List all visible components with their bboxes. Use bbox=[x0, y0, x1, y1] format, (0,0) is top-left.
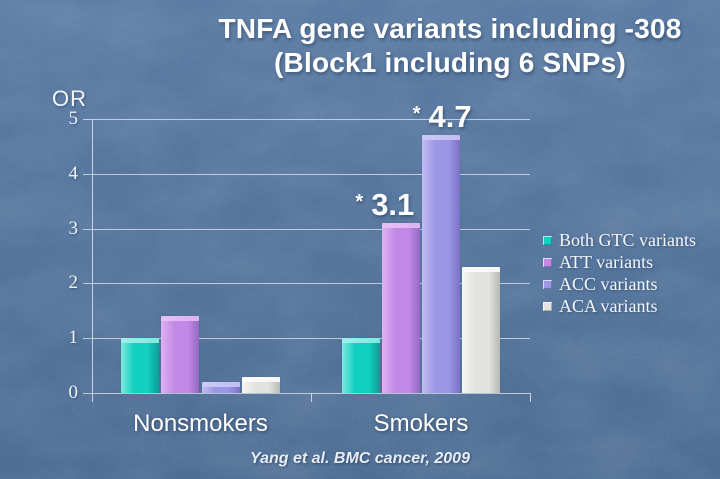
gridline-3 bbox=[83, 228, 530, 230]
y-tick-label-4: 4 bbox=[68, 162, 79, 184]
gridline-0 bbox=[83, 393, 530, 394]
significance-star: * bbox=[355, 191, 364, 214]
legend-item-aca-variants: ACA variants bbox=[543, 295, 696, 317]
gridline-5 bbox=[83, 119, 530, 120]
bar-att-variants-nonsmokers bbox=[161, 316, 200, 393]
x-axis-tick-1 bbox=[310, 393, 312, 402]
category-label-smokers: Smokers bbox=[373, 410, 469, 437]
y-tick-label-5: 5 bbox=[68, 108, 79, 129]
bar-cap bbox=[121, 338, 160, 344]
gridline-4 bbox=[83, 173, 530, 175]
chart-title-line2: (Block1 including 6 SNPs) bbox=[274, 47, 626, 78]
legend-item-both-gtc-variants: Both GTC variants bbox=[543, 229, 696, 251]
chart-title: TNFA gene variants including -308 (Block… bbox=[150, 12, 720, 80]
category-label-nonsmokers: Nonsmokers bbox=[133, 410, 268, 437]
bar-both-gtc-variants-nonsmokers bbox=[121, 338, 160, 393]
legend-label-att-variants: ATT variants bbox=[559, 251, 654, 272]
y-axis-title: OR bbox=[52, 86, 87, 111]
bar-both-gtc-variants-smokers bbox=[341, 338, 380, 393]
legend-chip-both-gtc-variants bbox=[543, 235, 552, 245]
legend-chip-acc-variants bbox=[543, 279, 552, 289]
legend-label-acc-variants: ACC variants bbox=[559, 273, 658, 294]
y-tick-label-1: 1 bbox=[68, 327, 79, 349]
bar-cap bbox=[161, 316, 200, 322]
annotation-att-variants-smokers: * 3.1 bbox=[355, 189, 414, 220]
bar-cap bbox=[381, 223, 420, 229]
bar-acc-variants-nonsmokers bbox=[201, 382, 240, 393]
significance-star: * bbox=[412, 103, 421, 126]
y-tick-label-2: 2 bbox=[68, 272, 79, 294]
annotation-value: 3.1 bbox=[371, 187, 415, 223]
legend-label-both-gtc-variants: Both GTC variants bbox=[559, 229, 696, 250]
x-axis-tick-0 bbox=[92, 393, 93, 402]
legend: Both GTC variants ATT variants ACC variant… bbox=[543, 229, 696, 317]
bar-cap bbox=[201, 382, 240, 388]
bar-att-variants-smokers bbox=[381, 223, 420, 393]
bar-cap bbox=[341, 338, 380, 344]
chart-title-line1: TNFA gene variants including -308 bbox=[218, 13, 682, 44]
bar-acc-variants-smokers bbox=[422, 135, 461, 393]
y-tick-label-3: 3 bbox=[68, 217, 79, 239]
y-axis-line bbox=[92, 119, 93, 393]
annotation-value: 4.7 bbox=[428, 99, 472, 135]
bar-aca-variants-nonsmokers bbox=[241, 376, 280, 393]
legend-chip-att-variants bbox=[543, 257, 552, 267]
legend-item-acc-variants: ACC variants bbox=[543, 273, 696, 295]
gridline-2 bbox=[83, 283, 530, 285]
y-tick-label-0: 0 bbox=[68, 382, 79, 403]
bar-cap bbox=[422, 135, 461, 141]
annotation-acc-variants-smokers: * 4.7 bbox=[413, 101, 472, 132]
legend-chip-aca-variants bbox=[543, 301, 552, 311]
bar-cap bbox=[241, 376, 280, 382]
source-caption: Yang et al. BMC cancer, 2009 bbox=[250, 450, 470, 467]
gridline-1 bbox=[83, 338, 530, 340]
legend-item-att-variants: ATT variants bbox=[543, 251, 696, 273]
bar-cap bbox=[462, 266, 501, 272]
legend-label-aca-variants: ACA variants bbox=[559, 295, 658, 316]
x-axis-tick-2 bbox=[530, 393, 531, 402]
bar-aca-variants-smokers bbox=[462, 266, 501, 393]
